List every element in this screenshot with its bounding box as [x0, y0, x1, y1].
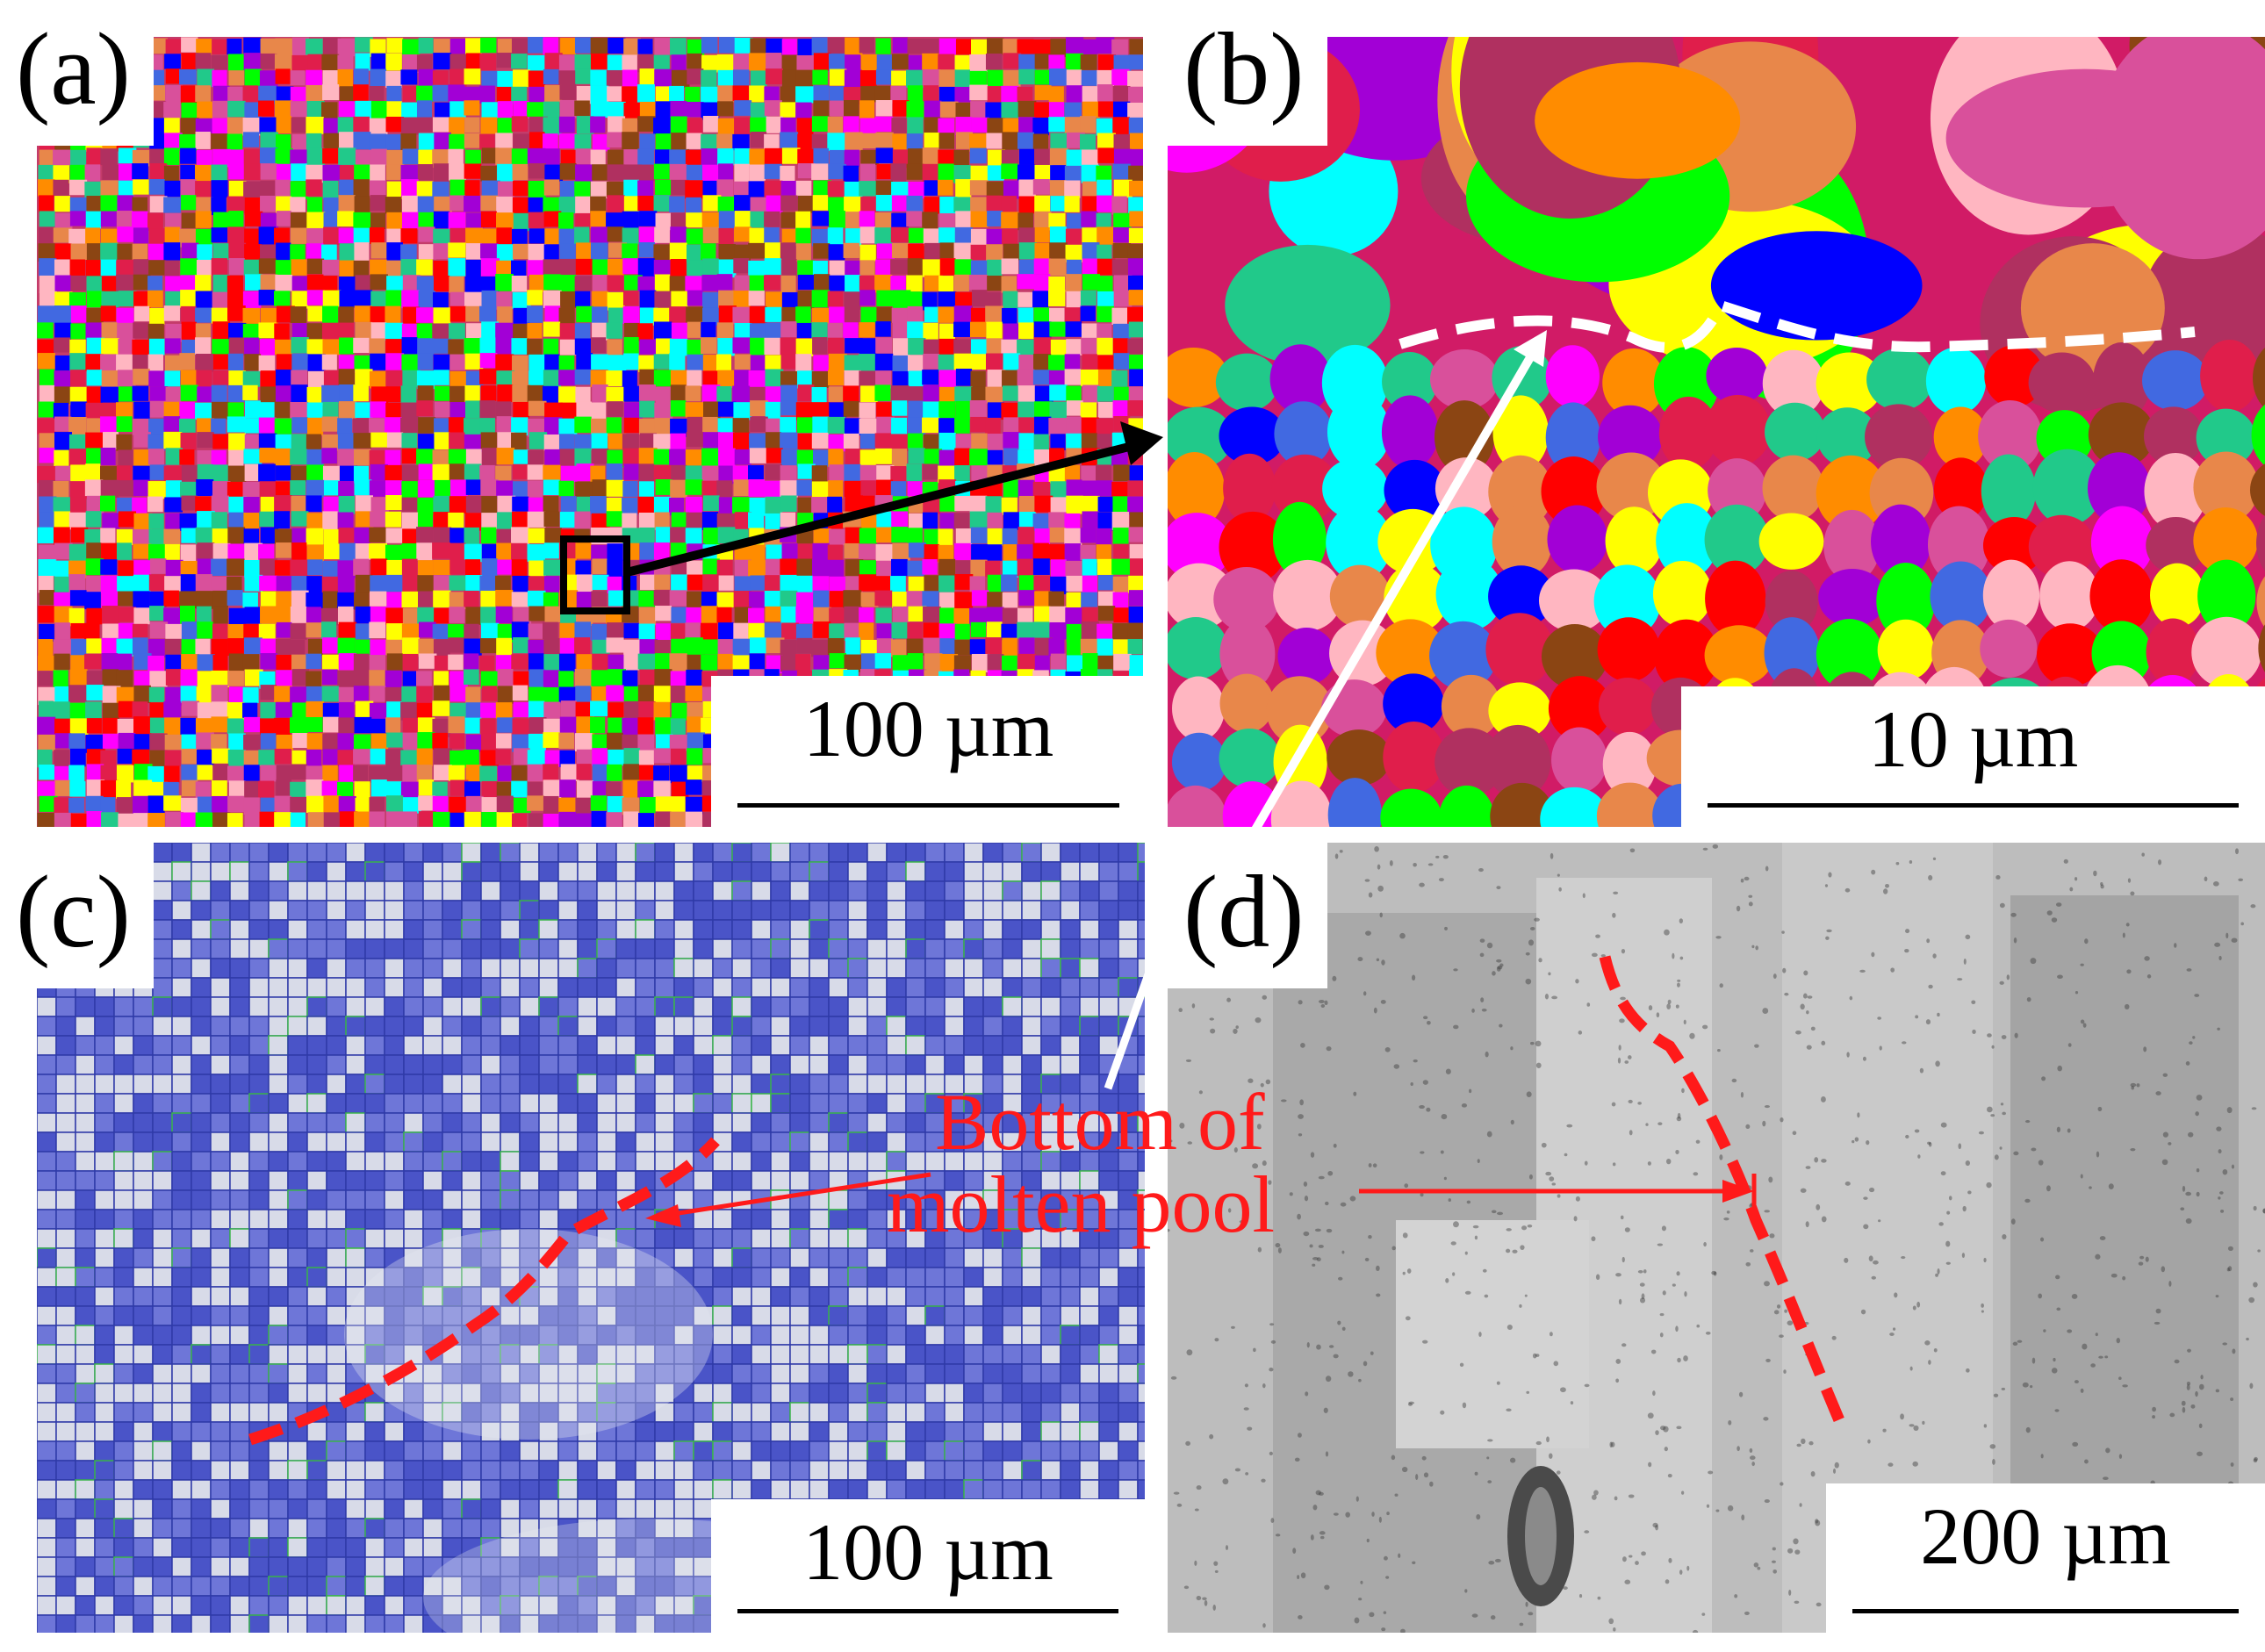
panel-b-scale-line: [1708, 803, 2239, 808]
annotation-line-2: molten pool: [887, 1159, 1276, 1249]
panel-b-scale-bar: 10 µm: [1681, 686, 2265, 827]
panel-d-scale-line: [1852, 1609, 2239, 1613]
panel-b-scale-text: 10 µm: [1867, 694, 2079, 784]
panel-c-scale-text: 100 µm: [802, 1507, 1053, 1597]
panel-a-scale-text: 100 µm: [802, 684, 1054, 773]
panel-d-scale-bar: 200 µm: [1826, 1483, 2265, 1633]
panel-c-scale-bar: 100 µm: [711, 1499, 1145, 1633]
panel-c-scale-line: [737, 1609, 1118, 1613]
panel-a-label: (a): [0, 0, 154, 146]
panel-b-label: (b): [1168, 0, 1327, 146]
panel-a-scale-bar: 100 µm: [711, 676, 1146, 827]
annotation-text: Bottom of molten pool: [887, 1077, 1275, 1246]
panel-d-scale-text: 200 µm: [1920, 1491, 2171, 1581]
panel-a-scale-line: [737, 803, 1119, 808]
panel-c-label: (c): [0, 843, 154, 988]
panel-d-label: (d): [1168, 843, 1327, 988]
annotation-line-1: Bottom of: [935, 1077, 1265, 1167]
